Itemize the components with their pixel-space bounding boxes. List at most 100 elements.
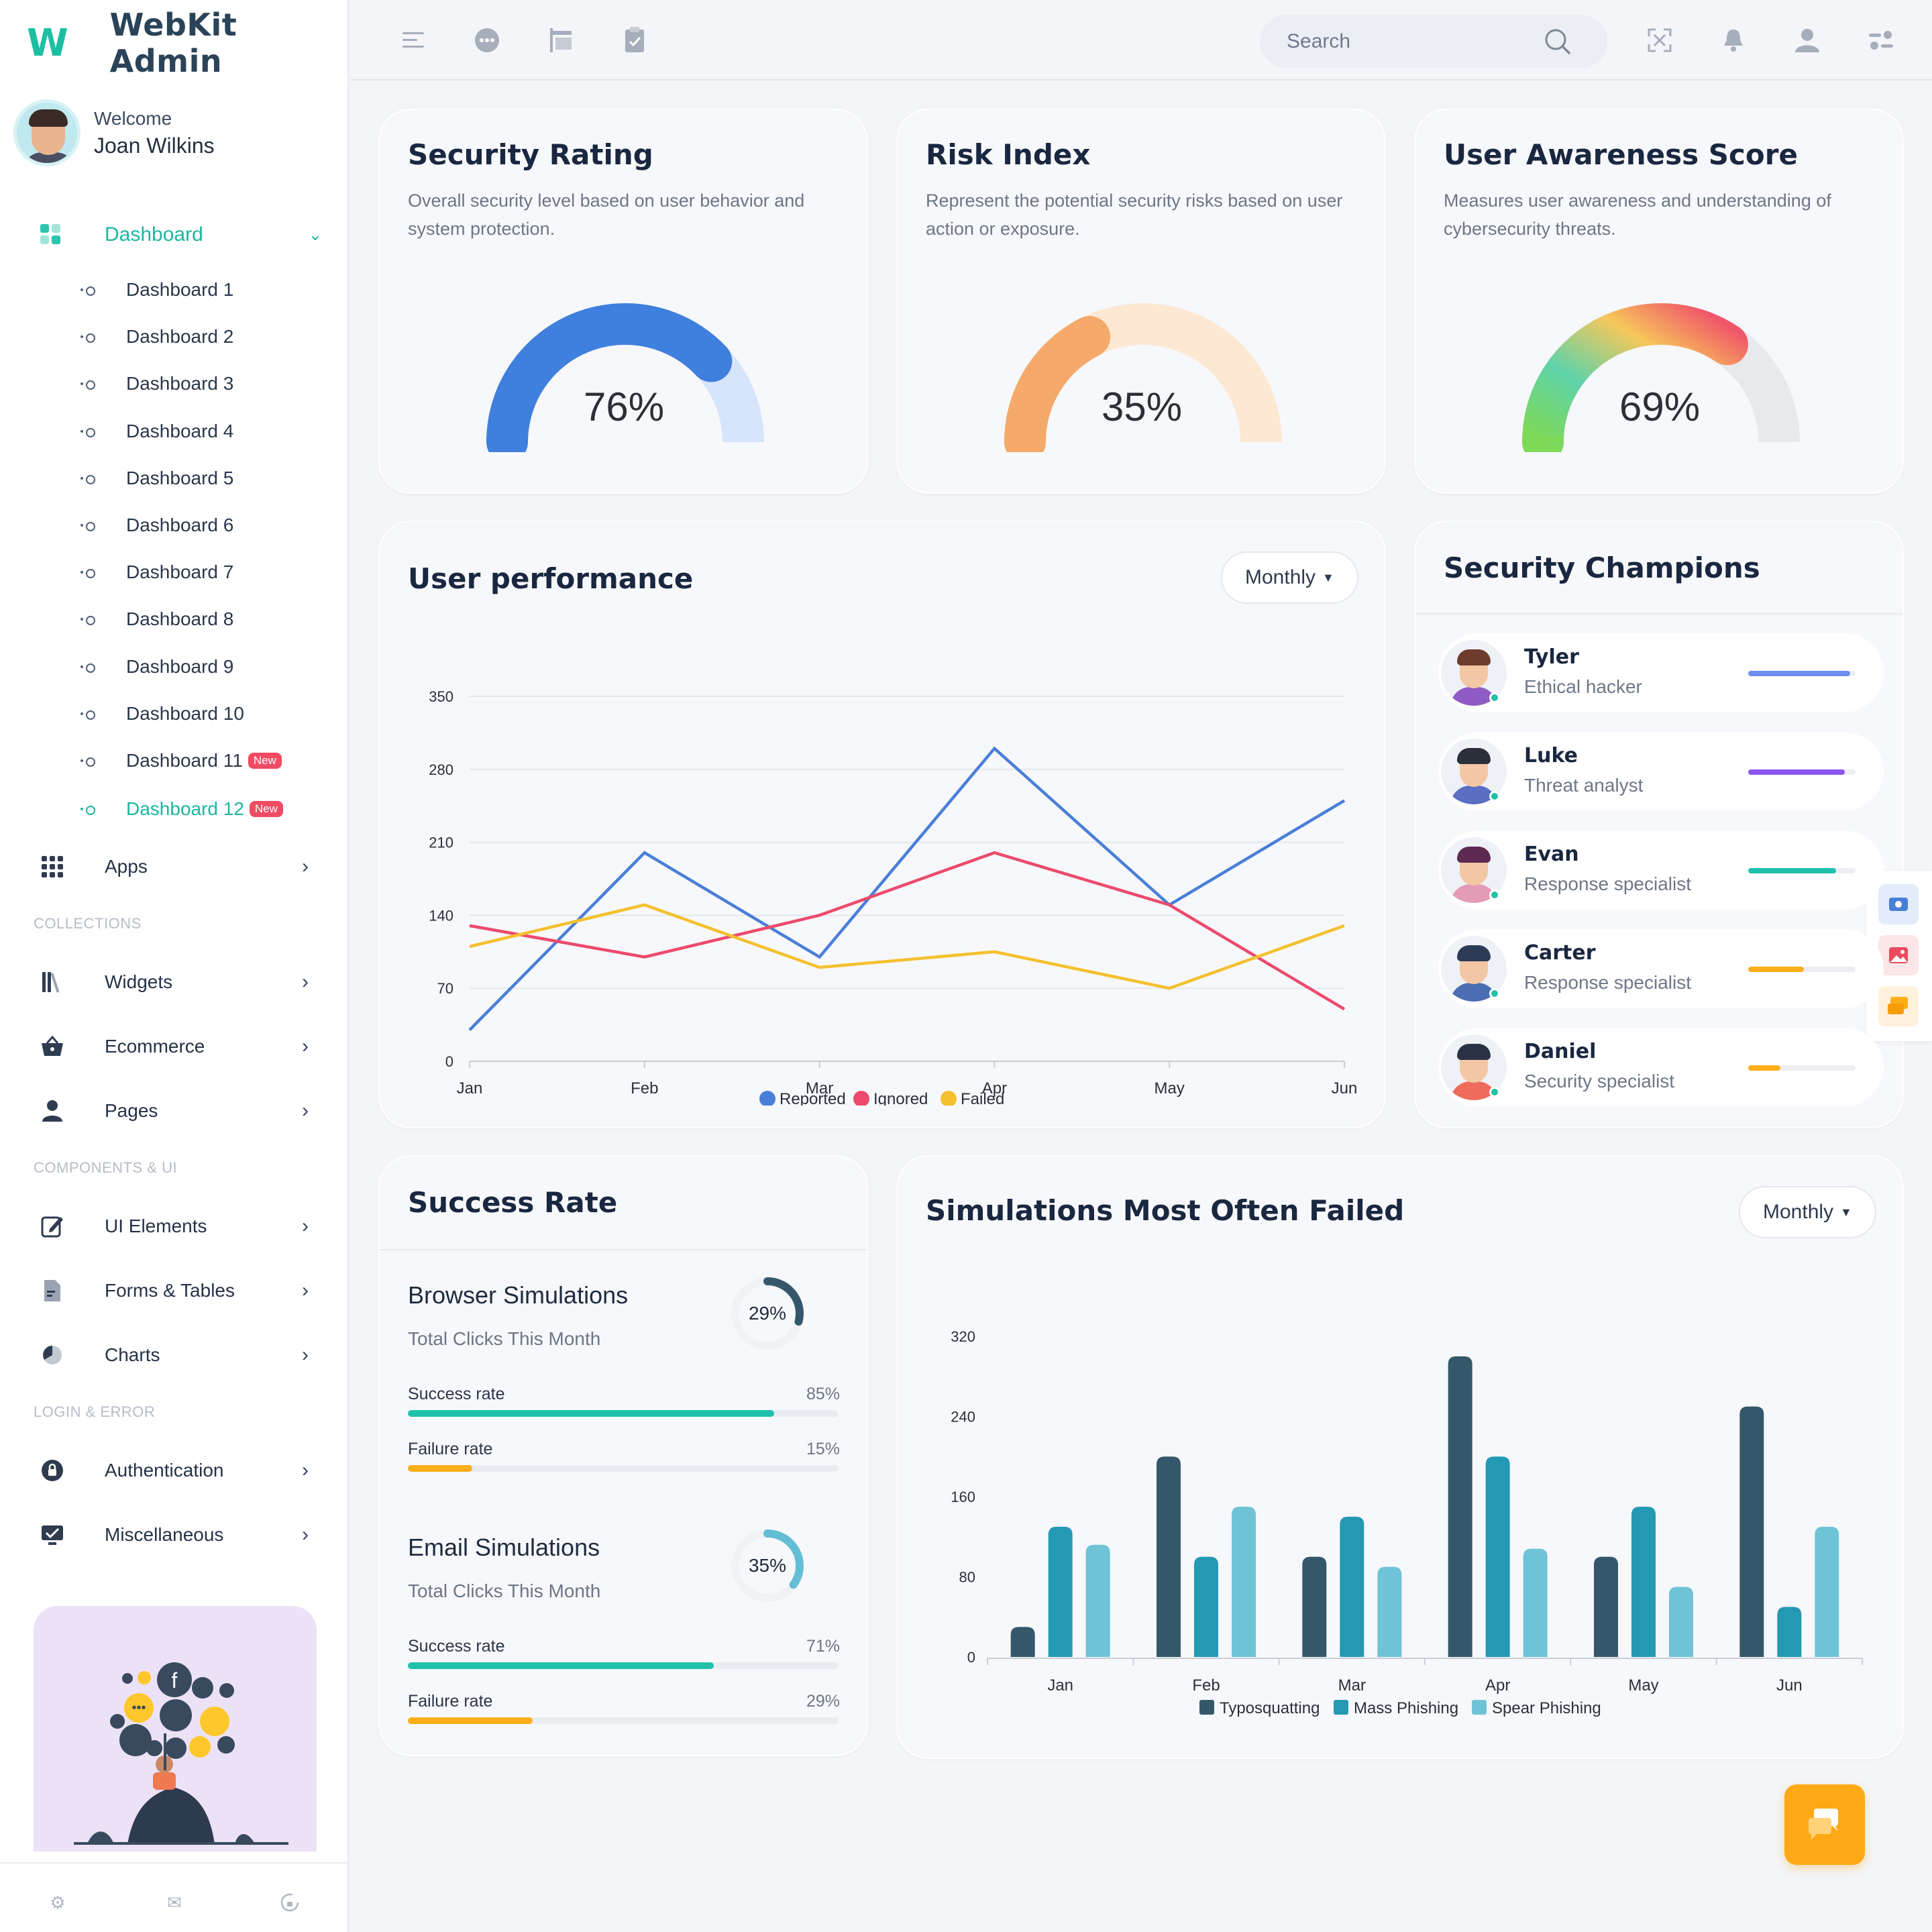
online-status-dot	[1489, 1087, 1500, 1097]
sidebar-subitem-dashboard-6[interactable]: Dashboard 6	[80, 512, 233, 539]
fullscreen-icon[interactable]	[1645, 25, 1674, 55]
simulation-subtitle: Total Clicks This Month	[408, 1328, 601, 1349]
sidebar-subitem-dashboard-9[interactable]: Dashboard 9	[80, 653, 233, 680]
rate-percent: 15%	[806, 1440, 840, 1458]
rate-percent: 29%	[806, 1692, 840, 1711]
bullet-icon	[80, 522, 95, 531]
rate-label: Failure rate	[408, 1440, 493, 1458]
sidebar-subitem-dashboard-1[interactable]: Dashboard 1	[80, 276, 233, 303]
logo[interactable]: W WebKit Admin	[27, 7, 347, 79]
svg-text:f: f	[172, 1668, 178, 1693]
sidebar-item-ecommerce[interactable]: Ecommerce ›	[40, 1030, 309, 1063]
risk-index-card: Risk Index Represent the potential secur…	[896, 109, 1386, 494]
simulation-title: Email Simulations	[408, 1534, 600, 1561]
champion-row[interactable]: Daniel Security specialist	[1438, 1028, 1884, 1107]
search-icon[interactable]	[1544, 28, 1571, 55]
champion-role: Response specialist	[1524, 972, 1692, 993]
bell-icon[interactable]	[1719, 25, 1748, 55]
app-name: WebKit Admin	[109, 7, 237, 79]
champion-row[interactable]: Carter Response specialist	[1438, 929, 1884, 1008]
search-bar[interactable]	[1260, 15, 1607, 68]
rate-label: Failure rate	[408, 1692, 493, 1711]
sidebar-subitem-dashboard-2[interactable]: Dashboard 2	[80, 323, 233, 350]
bar-spear-phishing	[1232, 1506, 1256, 1657]
sidebar-item-ui-elements[interactable]: UI Elements ›	[40, 1210, 309, 1242]
card-title: Simulations Most Often Failed	[926, 1194, 1405, 1227]
divider	[380, 1249, 867, 1250]
progress-fill	[1748, 1065, 1780, 1071]
sidebar-subitem-label: Dashboard 5	[126, 467, 234, 488]
chevron-right-icon: ›	[302, 971, 309, 993]
online-status-dot	[1489, 692, 1500, 703]
rate-label: Success rate	[408, 1385, 505, 1403]
legend-marker	[759, 1091, 775, 1106]
gear-icon[interactable]: ⚙	[50, 1892, 66, 1913]
bullet-icon	[80, 474, 95, 484]
bar-typosquatting	[1739, 1406, 1764, 1657]
sidebar-subitem-label: Dashboard 10	[126, 702, 244, 724]
chevron-down-icon: ⌄	[308, 225, 322, 244]
champion-name: Luke	[1524, 744, 1578, 767]
chevron-right-icon: ›	[302, 1459, 309, 1481]
sidebar-subitem-dashboard-5[interactable]: Dashboard 5	[80, 465, 233, 492]
ring-arc	[731, 1277, 804, 1350]
chat-button[interactable]	[1784, 1784, 1865, 1865]
user-profile[interactable]: Welcome Joan Wilkins	[13, 99, 215, 166]
rate-progress-bar	[408, 1662, 839, 1669]
lock-icon[interactable]	[280, 1893, 299, 1912]
sidebar-item-widgets[interactable]: Widgets ›	[40, 966, 309, 998]
progress-fill	[1748, 671, 1850, 676]
gauge-value: 69%	[1619, 384, 1701, 429]
sidebar-subitem-dashboard-7[interactable]: Dashboard 7	[80, 559, 233, 586]
y-tick-label: 240	[951, 1409, 975, 1426]
section-label-login: LOGIN & ERROR	[34, 1403, 156, 1420]
menu-toggle-icon[interactable]	[398, 25, 428, 55]
sidebar-item-apps[interactable]: Apps ›	[40, 851, 309, 883]
sidebar-subitem-dashboard-10[interactable]: Dashboard 10	[80, 700, 244, 727]
bar-spear-phishing	[1377, 1566, 1402, 1657]
sidebar-item-authentication[interactable]: Authentication ›	[40, 1454, 309, 1487]
chat-icon[interactable]	[472, 25, 502, 55]
user-icon[interactable]	[1792, 25, 1822, 55]
sidebar-subitem-dashboard-11[interactable]: Dashboard 11 New	[80, 747, 282, 774]
sidebar-item-dashboard[interactable]: Dashboard ⌄	[40, 219, 322, 251]
sidebar-item-charts[interactable]: Charts ›	[40, 1339, 309, 1371]
legend-marker	[1334, 1700, 1348, 1715]
bar-mass-phishing	[1777, 1607, 1802, 1657]
sidebar-item-label: Pages	[105, 1100, 158, 1121]
rate-progress-bar	[408, 1410, 839, 1417]
sidebar-item-pages[interactable]: Pages ›	[40, 1095, 309, 1127]
champion-row[interactable]: Luke Threat analyst	[1438, 732, 1884, 811]
camera-icon[interactable]	[1878, 884, 1919, 924]
bullet-icon	[80, 333, 95, 343]
flag-icon[interactable]	[546, 25, 576, 55]
series-line-failed	[469, 903, 1345, 990]
period-dropdown[interactable]: Monthly ▼	[1221, 551, 1358, 604]
search-input[interactable]	[1287, 27, 1542, 56]
clipboard-check-icon[interactable]	[620, 25, 649, 55]
sidebar-subitem-dashboard-12[interactable]: Dashboard 12 New	[80, 796, 283, 822]
legend-label: Reported	[780, 1090, 846, 1106]
sidebar-subitem-dashboard-3[interactable]: Dashboard 3	[80, 370, 233, 397]
sidebar-subitem-dashboard-8[interactable]: Dashboard 8	[80, 606, 233, 633]
settings-toggle-icon[interactable]	[1866, 25, 1896, 55]
bar-typosquatting	[1157, 1456, 1181, 1657]
bar-spear-phishing	[1523, 1548, 1548, 1657]
champion-row[interactable]: Tyler Ethical hacker	[1438, 633, 1884, 712]
image-icon[interactable]	[1878, 935, 1919, 975]
x-tick-label: May	[1155, 1079, 1185, 1097]
sidebar-item-forms-tables[interactable]: Forms & Tables ›	[40, 1275, 309, 1307]
sidebar-subitem-dashboard-4[interactable]: Dashboard 4	[80, 418, 233, 445]
message-icon[interactable]	[1878, 986, 1919, 1026]
basket-icon	[40, 1034, 64, 1059]
sidebar-item-label: Authentication	[105, 1460, 224, 1481]
sidebar-item-miscellaneous[interactable]: Miscellaneous ›	[40, 1519, 309, 1551]
champion-row[interactable]: Evan Response specialist	[1438, 830, 1884, 910]
card-title: Security Rating	[408, 138, 653, 171]
avatar	[13, 99, 80, 166]
simulations-chart: 0 80 160 240 320 Jan Feb Mar Apr May Jun Typosquatt…	[951, 1328, 1863, 1717]
mail-icon[interactable]: ✉	[167, 1892, 182, 1913]
period-dropdown[interactable]: Monthly ▼	[1739, 1186, 1876, 1238]
user-icon	[40, 1099, 64, 1123]
progress-fill	[408, 1662, 714, 1669]
